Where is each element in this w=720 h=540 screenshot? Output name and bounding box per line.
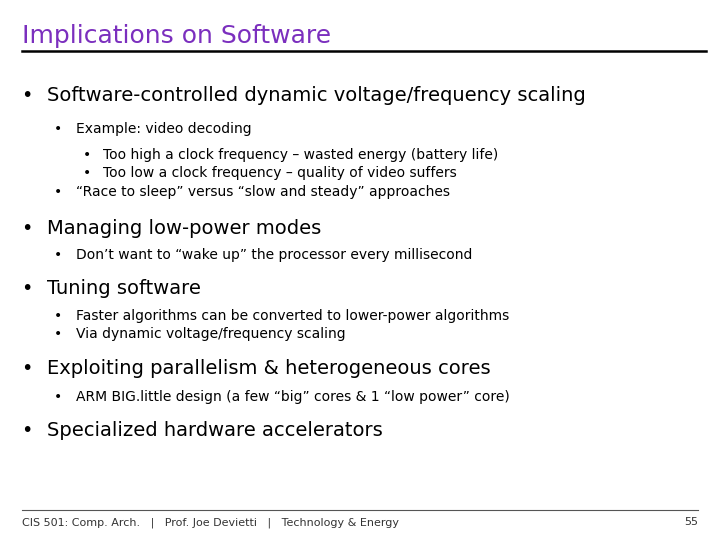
Text: •: • [22,279,33,298]
Text: •: • [22,219,33,238]
Text: Example: video decoding: Example: video decoding [76,122,251,136]
Text: Don’t want to “wake up” the processor every millisecond: Don’t want to “wake up” the processor ev… [76,248,472,262]
Text: “Race to sleep” versus “slow and steady” approaches: “Race to sleep” versus “slow and steady”… [76,185,449,199]
Text: •: • [54,390,62,404]
Text: Managing low-power modes: Managing low-power modes [47,219,321,238]
Text: CIS 501: Comp. Arch.   |   Prof. Joe Devietti   |   Technology & Energy: CIS 501: Comp. Arch. | Prof. Joe Deviett… [22,517,399,528]
Text: •: • [83,166,91,180]
Text: Tuning software: Tuning software [47,279,201,298]
Text: •: • [54,248,62,262]
Text: Exploiting parallelism & heterogeneous cores: Exploiting parallelism & heterogeneous c… [47,359,490,378]
Text: •: • [54,309,62,323]
Text: Via dynamic voltage/frequency scaling: Via dynamic voltage/frequency scaling [76,327,345,341]
Text: •: • [22,86,33,105]
Text: •: • [54,185,62,199]
Text: Software-controlled dynamic voltage/frequency scaling: Software-controlled dynamic voltage/freq… [47,86,585,105]
Text: Faster algorithms can be converted to lower-power algorithms: Faster algorithms can be converted to lo… [76,309,509,323]
Text: Implications on Software: Implications on Software [22,24,330,48]
Text: Too high a clock frequency – wasted energy (battery life): Too high a clock frequency – wasted ener… [103,148,498,162]
Text: •: • [22,421,33,440]
Text: 55: 55 [685,517,698,528]
Text: ARM BIG.little design (a few “big” cores & 1 “low power” core): ARM BIG.little design (a few “big” cores… [76,390,509,404]
Text: •: • [54,122,62,136]
Text: •: • [22,359,33,378]
Text: •: • [54,327,62,341]
Text: •: • [83,148,91,162]
Text: Specialized hardware accelerators: Specialized hardware accelerators [47,421,382,440]
Text: Too low a clock frequency – quality of video suffers: Too low a clock frequency – quality of v… [103,166,456,180]
